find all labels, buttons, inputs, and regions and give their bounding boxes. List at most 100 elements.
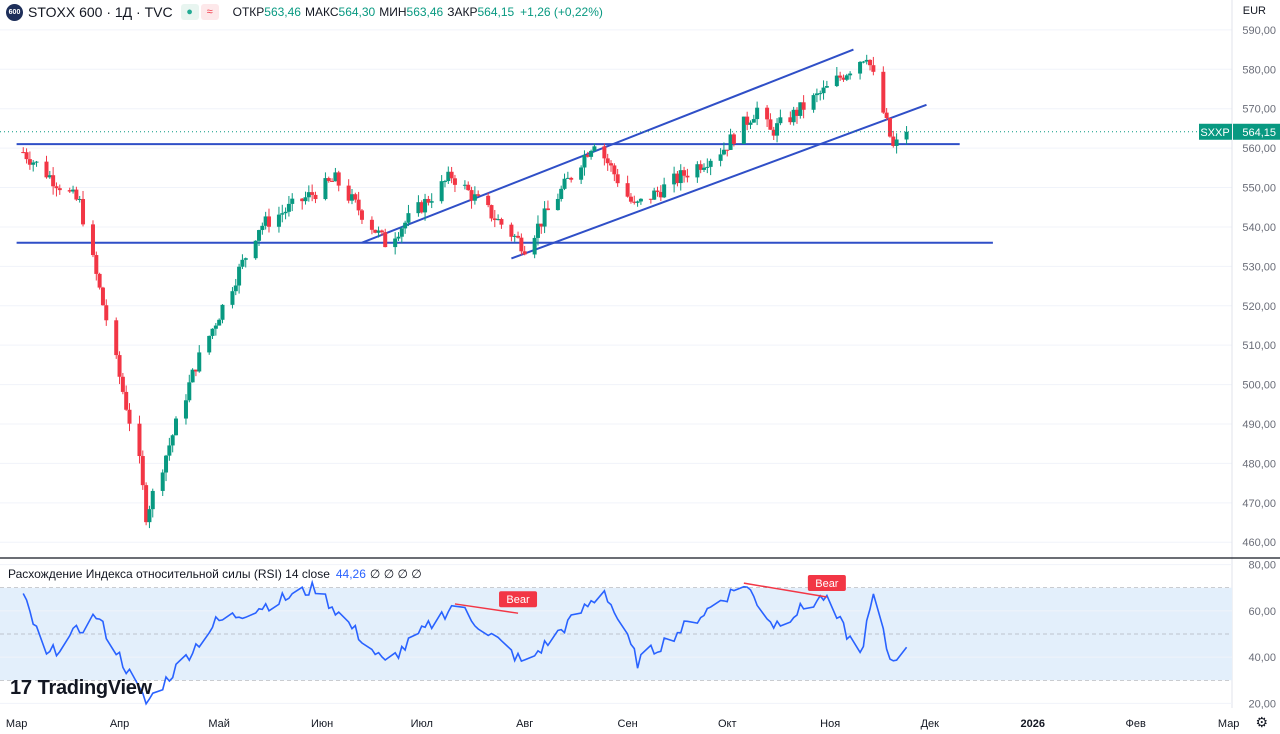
candle-body[interactable]: [74, 189, 79, 200]
candle-body[interactable]: [21, 152, 26, 154]
candle-body[interactable]: [187, 382, 192, 401]
candle-body[interactable]: [648, 198, 653, 200]
candle-body[interactable]: [323, 178, 328, 200]
candle-body[interactable]: [190, 369, 195, 383]
candle-body[interactable]: [174, 418, 178, 436]
candle-body[interactable]: [685, 175, 690, 178]
candle-body[interactable]: [57, 188, 62, 191]
candle-body[interactable]: [652, 190, 657, 200]
candle-body[interactable]: [519, 237, 524, 252]
candle-body[interactable]: [605, 158, 610, 164]
candle-body[interactable]: [569, 177, 574, 180]
candle-body[interactable]: [848, 73, 853, 76]
candle-body[interactable]: [379, 230, 384, 233]
candle-body[interactable]: [257, 230, 262, 241]
candle-body[interactable]: [522, 251, 527, 255]
candle-body[interactable]: [496, 219, 501, 221]
candle-body[interactable]: [94, 255, 99, 274]
candle-body[interactable]: [466, 184, 471, 191]
candle-body[interactable]: [399, 228, 404, 237]
candle-body[interactable]: [124, 391, 129, 410]
candle-body[interactable]: [419, 202, 424, 213]
candle-body[interactable]: [472, 194, 477, 201]
candle-body[interactable]: [592, 146, 597, 151]
trendlines[interactable]: [16, 48, 993, 260]
candle-body[interactable]: [824, 86, 829, 88]
candle-body[interactable]: [775, 123, 780, 136]
candle-body[interactable]: [67, 190, 72, 192]
candle-body[interactable]: [77, 198, 82, 200]
candle-body[interactable]: [609, 163, 614, 166]
candle-body[interactable]: [237, 266, 242, 286]
candle-body[interactable]: [210, 328, 215, 336]
candle-body[interactable]: [290, 198, 295, 204]
candle-body[interactable]: [280, 213, 285, 215]
candle-body[interactable]: [894, 139, 899, 146]
candle-body[interactable]: [615, 174, 620, 184]
candle-body[interactable]: [27, 159, 32, 165]
candle-body[interactable]: [429, 201, 434, 203]
trendline[interactable]: [511, 103, 927, 260]
candle-body[interactable]: [884, 112, 889, 119]
candle-body[interactable]: [54, 186, 59, 189]
candle-body[interactable]: [788, 117, 793, 123]
candle-body[interactable]: [330, 180, 335, 182]
candle-body[interactable]: [602, 146, 607, 159]
candle-body[interactable]: [628, 196, 633, 202]
rsi-polyline[interactable]: [22, 579, 908, 706]
candle-body[interactable]: [396, 236, 401, 239]
candle-body[interactable]: [81, 198, 86, 225]
candle-body[interactable]: [539, 223, 544, 227]
candle-body[interactable]: [635, 201, 640, 203]
data-delay-icon[interactable]: ≈: [200, 4, 219, 20]
candle-body[interactable]: [306, 192, 311, 198]
trendline[interactable]: [361, 48, 854, 244]
candle-body[interactable]: [423, 198, 428, 213]
candle-body[interactable]: [213, 325, 218, 329]
candle-body[interactable]: [283, 211, 288, 214]
candle-body[interactable]: [359, 210, 364, 220]
candle-body[interactable]: [326, 178, 331, 181]
candle-body[interactable]: [376, 230, 381, 233]
candle-body[interactable]: [585, 154, 590, 157]
candle-body[interactable]: [452, 178, 457, 185]
candle-body[interactable]: [24, 152, 29, 160]
candle-body[interactable]: [426, 198, 431, 203]
candle-body[interactable]: [170, 435, 175, 446]
candle-body[interactable]: [555, 198, 560, 211]
candle-body[interactable]: [725, 149, 730, 151]
candle-body[interactable]: [333, 172, 338, 182]
candle-body[interactable]: [492, 218, 497, 221]
candle-body[interactable]: [233, 285, 238, 292]
candle-body[interactable]: [728, 134, 733, 150]
currency-label[interactable]: EUR: [1242, 5, 1266, 17]
candle-body[interactable]: [755, 107, 760, 120]
candle-body[interactable]: [104, 305, 109, 321]
tradingview-logo[interactable]: 17 TradingView: [10, 677, 152, 700]
candle-body[interactable]: [579, 167, 584, 180]
candle-body[interactable]: [164, 455, 169, 473]
candle-body[interactable]: [150, 490, 155, 510]
candle-body[interactable]: [858, 61, 863, 74]
rsi-legend[interactable]: Расхождение Индекса относительной силы (…: [8, 567, 422, 581]
candle-body[interactable]: [838, 75, 843, 78]
candle-body[interactable]: [263, 216, 268, 226]
candle-body[interactable]: [117, 355, 122, 377]
candle-body[interactable]: [818, 93, 823, 95]
candle-body[interactable]: [34, 161, 39, 163]
candle-body[interactable]: [416, 202, 421, 214]
candle-body[interactable]: [51, 175, 56, 187]
candle-body[interactable]: [814, 93, 819, 96]
candle-body[interactable]: [346, 185, 351, 201]
candle-body[interactable]: [516, 235, 521, 238]
candle-body[interactable]: [336, 172, 341, 186]
candle-body[interactable]: [565, 177, 570, 179]
candle-body[interactable]: [748, 122, 753, 125]
candle-body[interactable]: [682, 170, 687, 176]
candle-body[interactable]: [144, 485, 149, 523]
candle-body[interactable]: [469, 190, 474, 201]
gear-icon[interactable]: ⚙: [1255, 714, 1268, 730]
candle-body[interactable]: [741, 116, 746, 144]
candle-body[interactable]: [881, 71, 886, 113]
